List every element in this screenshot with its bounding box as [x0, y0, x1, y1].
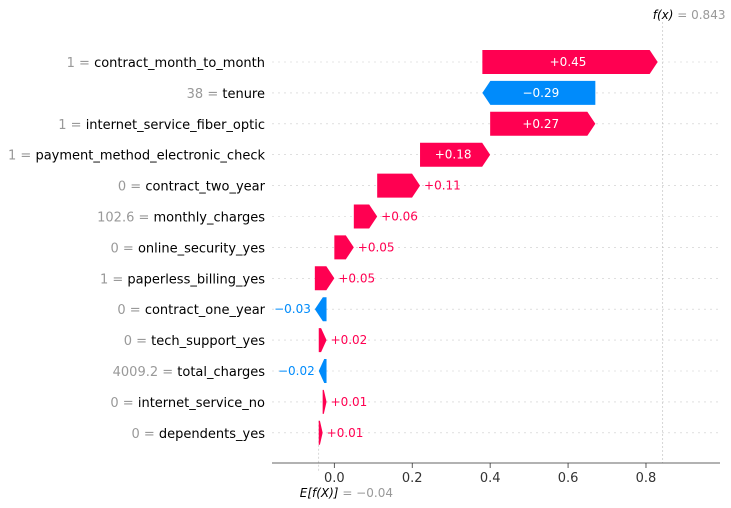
feature-label: 0 = contract_one_year [117, 303, 265, 318]
feature-label: 1 = paperless_billing_yes [100, 272, 265, 287]
output-label: f(x) [653, 8, 674, 22]
feature-name: total_charges [177, 365, 265, 380]
feature-name: dependents_yes [159, 427, 265, 442]
x-tick-label: 0.8 [636, 471, 657, 486]
bar-value-label: +0.02 [331, 333, 368, 347]
bar-contract_one_year [314, 297, 327, 322]
feature-value: 4009.2 = [113, 365, 178, 380]
feature-value: 1 = [58, 118, 85, 133]
bar-contract_month_to_month [482, 50, 658, 74]
feature-value: 1 = [100, 272, 127, 287]
bar-dependents_yes [318, 420, 323, 445]
feature-name: contract_one_year [145, 303, 266, 318]
x-tick-label: 0.2 [402, 471, 423, 486]
feature-value: 1 = [8, 149, 35, 164]
feature-labels: 1 = contract_month_to_month 38 = tenure 1 … [8, 56, 266, 442]
bar-value-label: +0.06 [381, 210, 418, 224]
feature-value: 0 = [110, 396, 137, 411]
feature-name: tenure [222, 87, 265, 102]
feature-value: 0 = [118, 180, 145, 195]
feature-label: 0 = internet_service_no [110, 396, 265, 411]
x-tick-label: 0.4 [480, 471, 501, 486]
annotations: f(x) = 0.843 E[f(X)] = −0.04 [300, 8, 726, 500]
bar-payment_method_electronic_check [420, 142, 491, 167]
feature-label: 4009.2 = total_charges [113, 365, 266, 380]
bar-value-label: +0.01 [331, 395, 368, 409]
bar-value-label: +0.01 [327, 426, 364, 440]
feature-name: online_security_yes [138, 241, 265, 256]
bar-value-label: +0.05 [338, 271, 375, 285]
base-value: = −0.04 [339, 486, 393, 500]
x-tick-label: 0.6 [558, 471, 579, 486]
feature-label: 0 = online_security_yes [111, 241, 266, 256]
feature-value: 102.6 = [97, 211, 153, 226]
bar-tech_support_yes [318, 328, 327, 353]
base-value-annotation: E[f(X)] = −0.04 [300, 486, 393, 500]
bar-value-label: +0.11 [424, 179, 461, 193]
bar-paperless_billing_yes [314, 266, 335, 291]
bar-contract_two_year [377, 173, 421, 198]
feature-name: internet_service_fiber_optic [86, 118, 265, 133]
feature-value: 0 = [124, 334, 151, 349]
feature-name: contract_two_year [145, 180, 265, 195]
feature-value: 38 = [187, 87, 223, 102]
row-grid-lines [272, 61, 720, 434]
bar-value-label: −0.02 [278, 364, 315, 378]
feature-label: 0 = tech_support_yes [124, 334, 266, 349]
feature-value: 0 = [117, 303, 144, 318]
bar-internet_service_fiber_optic [490, 111, 596, 136]
feature-label: 1 = contract_month_to_month [67, 56, 265, 71]
output-value: = 0.843 [673, 8, 725, 22]
feature-name: monthly_charges [154, 211, 266, 226]
bar-total_charges [318, 359, 327, 383]
bar-online_security_yes [334, 235, 354, 260]
bar-value-label: −0.29 [522, 86, 559, 100]
bar-value-label: +0.45 [550, 55, 587, 69]
bar-tenure [482, 80, 596, 105]
feature-value: 0 = [111, 241, 138, 256]
bar-value-label: +0.27 [522, 117, 559, 131]
feature-name: paperless_billing_yes [127, 272, 265, 287]
bar-internet_service_no [322, 389, 327, 414]
x-axis: 0.0 0.2 0.4 0.6 0.8 [272, 462, 720, 486]
feature-label: 1 = payment_method_electronic_check [8, 149, 265, 164]
bar-value-label: +0.18 [435, 148, 472, 162]
feature-name: internet_service_no [138, 396, 265, 411]
feature-label: 0 = dependents_yes [131, 427, 265, 442]
bars: +0.45 −0.29 +0.27 +0.18 +0.11 +0.06 +0.05 +0.05… [274, 50, 658, 445]
x-tick-label: 0.0 [324, 471, 345, 486]
feature-value: 1 = [67, 56, 94, 71]
feature-label: 1 = internet_service_fiber_optic [58, 118, 265, 133]
bar-value-label: +0.05 [358, 240, 395, 254]
feature-label: 102.6 = monthly_charges [97, 211, 265, 226]
feature-name: contract_month_to_month [94, 56, 265, 71]
feature-name: tech_support_yes [151, 334, 265, 349]
feature-label: 38 = tenure [187, 87, 265, 102]
bar-monthly_charges [353, 204, 378, 229]
feature-name: payment_method_electronic_check [35, 149, 265, 164]
feature-value: 0 = [131, 427, 158, 442]
bar-value-label: −0.03 [274, 302, 311, 316]
output-value-annotation: f(x) = 0.843 [653, 8, 726, 22]
feature-label: 0 = contract_two_year [118, 180, 266, 195]
base-label: E[f(X)] [300, 486, 339, 500]
